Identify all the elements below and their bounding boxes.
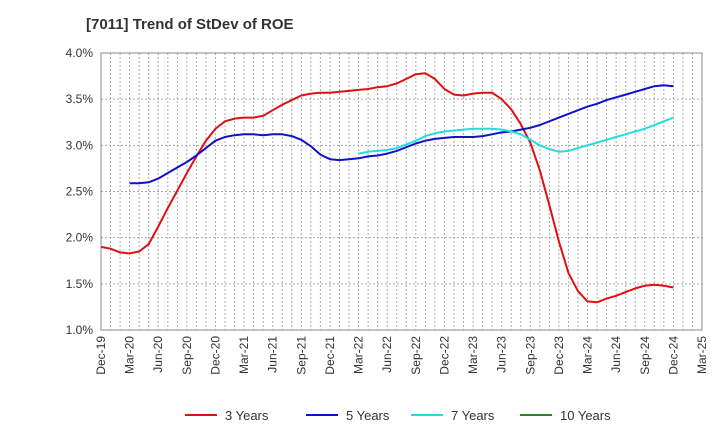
legend-label: 5 Years (346, 408, 390, 423)
x-tick-label: Jun-24 (609, 336, 623, 373)
x-tick-label: Dec-24 (666, 336, 680, 375)
x-tick-label: Dec-19 (94, 336, 108, 375)
series-lines (100, 72, 674, 304)
y-tick-label: 2.5% (66, 185, 94, 199)
x-tick-label: Dec-23 (552, 336, 566, 375)
x-tick-label: Sep-24 (638, 336, 652, 375)
legend-item: 5 Years (306, 408, 390, 423)
series-line-5-years (129, 84, 674, 185)
chart-title: [7011] Trend of StDev of ROE (86, 16, 294, 33)
x-tick-label: Mar-23 (466, 336, 480, 374)
x-tick-label: Dec-21 (323, 336, 337, 375)
x-tick-label: Mar-24 (581, 336, 595, 374)
y-tick-label: 1.5% (66, 277, 94, 291)
plot-frame (100, 52, 703, 331)
legend: 3 Years 5 Years 7 Years 10 Years (185, 408, 611, 423)
x-tick-label: Dec-22 (437, 336, 451, 375)
y-tick-label: 1.0% (66, 323, 94, 337)
x-tick-label: Mar-20 (123, 336, 137, 374)
legend-item: 10 Years (520, 408, 611, 423)
legend-label: 10 Years (560, 408, 611, 423)
x-tick-label: Mar-22 (352, 336, 366, 374)
x-tick-label: Sep-21 (294, 336, 308, 375)
x-axis-ticks: Dec-19 Mar-20 Jun-20 Sep-20 Dec-20 Mar-21 Jun-… (94, 336, 709, 375)
x-tick-label: Jun-23 (495, 336, 509, 373)
y-tick-label: 2.0% (66, 231, 94, 245)
x-tick-label: Jun-21 (266, 336, 280, 373)
y-axis-ticks: 1.0% 1.5% 2.0% 2.5% 3.0% 3.5% 4.0% (66, 46, 94, 337)
x-tick-label: Jun-22 (380, 336, 394, 373)
x-tick-label: Sep-20 (180, 336, 194, 375)
legend-item: 3 Years (185, 408, 269, 423)
x-tick-label: Sep-23 (523, 336, 537, 375)
x-tick-label: Mar-21 (237, 336, 251, 374)
y-tick-label: 3.5% (66, 92, 94, 106)
x-tick-label: Dec-20 (208, 336, 222, 375)
x-tick-label: Mar-25 (695, 336, 709, 374)
legend-label: 3 Years (225, 408, 269, 423)
x-tick-label: Jun-20 (151, 336, 165, 373)
legend-item: 7 Years (411, 408, 495, 423)
y-tick-label: 3.0% (66, 138, 94, 152)
grid (100, 52, 703, 331)
series-line-7-years (358, 116, 674, 155)
x-tick-label: Sep-22 (409, 336, 423, 375)
legend-label: 7 Years (451, 408, 495, 423)
y-tick-label: 4.0% (66, 46, 94, 60)
